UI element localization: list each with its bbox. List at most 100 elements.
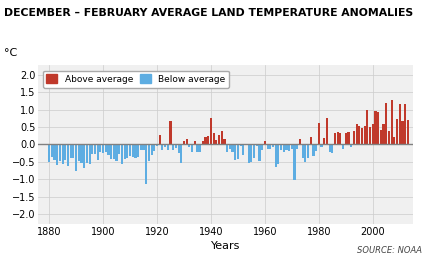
Bar xyxy=(294,144,296,180)
Bar xyxy=(186,139,188,144)
Bar xyxy=(356,124,358,144)
Bar xyxy=(269,144,271,149)
Bar xyxy=(180,144,182,163)
Bar xyxy=(172,144,174,150)
Bar xyxy=(164,144,166,147)
Bar xyxy=(102,144,104,153)
Bar xyxy=(61,144,64,164)
Bar xyxy=(226,144,228,152)
Bar xyxy=(253,144,255,158)
Bar xyxy=(105,144,107,152)
Bar xyxy=(188,144,190,147)
Bar xyxy=(358,126,360,144)
Bar xyxy=(110,144,112,159)
Bar xyxy=(204,137,207,144)
Bar xyxy=(67,144,69,166)
Bar xyxy=(207,136,209,144)
Bar xyxy=(115,144,118,161)
Bar xyxy=(215,140,217,144)
Bar xyxy=(234,144,236,160)
Bar xyxy=(118,144,120,154)
Bar xyxy=(124,144,126,159)
Bar xyxy=(183,141,185,144)
Bar xyxy=(142,144,144,150)
Bar xyxy=(221,131,223,144)
Bar xyxy=(81,144,83,163)
Bar xyxy=(148,144,150,161)
Bar xyxy=(75,144,77,171)
Bar xyxy=(196,144,199,152)
Bar xyxy=(242,144,245,155)
Bar xyxy=(302,144,304,158)
Bar xyxy=(59,144,61,161)
Bar xyxy=(280,144,282,150)
Bar xyxy=(396,119,398,144)
Bar xyxy=(237,144,239,159)
Bar xyxy=(353,131,355,144)
Bar xyxy=(153,144,155,151)
Bar xyxy=(229,144,231,149)
Bar xyxy=(121,144,123,164)
Bar xyxy=(307,144,309,158)
Bar xyxy=(277,144,279,164)
Bar xyxy=(383,124,385,144)
Bar xyxy=(53,144,56,160)
Bar xyxy=(315,144,317,151)
Bar xyxy=(132,144,134,157)
Bar xyxy=(178,144,180,153)
Bar xyxy=(199,144,201,152)
Bar xyxy=(340,133,342,144)
Bar xyxy=(202,141,204,144)
Bar xyxy=(91,144,93,154)
Bar xyxy=(342,144,344,149)
Bar xyxy=(328,144,331,152)
Bar xyxy=(156,144,158,146)
Bar xyxy=(194,141,196,144)
Bar xyxy=(399,104,401,144)
Bar xyxy=(248,144,250,163)
Bar xyxy=(134,144,136,158)
Bar xyxy=(213,133,215,144)
Text: SOURCE: NOAA: SOURCE: NOAA xyxy=(357,246,422,255)
Text: °C: °C xyxy=(4,48,17,58)
Bar xyxy=(256,144,258,146)
Bar xyxy=(107,144,109,155)
Bar xyxy=(245,144,247,145)
Bar xyxy=(364,126,366,144)
Legend: Above average, Below average: Above average, Below average xyxy=(43,71,229,87)
Bar xyxy=(218,135,220,144)
Bar xyxy=(296,144,298,149)
Bar xyxy=(385,103,387,144)
Bar xyxy=(223,139,225,144)
Bar xyxy=(56,144,58,165)
Bar xyxy=(231,144,233,152)
Bar xyxy=(320,144,322,147)
Bar xyxy=(210,118,212,144)
Bar xyxy=(345,133,347,144)
Bar xyxy=(261,144,263,150)
Bar xyxy=(191,144,193,152)
Bar xyxy=(78,144,80,161)
Bar xyxy=(401,121,403,144)
Bar xyxy=(161,144,164,150)
Bar xyxy=(51,144,53,157)
Bar xyxy=(64,144,66,160)
Bar xyxy=(361,128,363,144)
Bar xyxy=(369,127,371,144)
Bar xyxy=(318,123,320,144)
Bar xyxy=(86,144,88,163)
Bar xyxy=(129,144,131,156)
Bar xyxy=(250,144,253,162)
Bar xyxy=(326,118,328,144)
Bar xyxy=(350,144,352,147)
Bar xyxy=(97,144,99,160)
Bar xyxy=(404,104,406,144)
Bar xyxy=(377,112,379,144)
Bar xyxy=(323,138,325,144)
Bar xyxy=(89,144,91,164)
Bar xyxy=(167,144,169,150)
Bar xyxy=(304,144,306,162)
Bar xyxy=(259,144,261,161)
Bar xyxy=(310,137,312,144)
Bar xyxy=(175,144,177,148)
